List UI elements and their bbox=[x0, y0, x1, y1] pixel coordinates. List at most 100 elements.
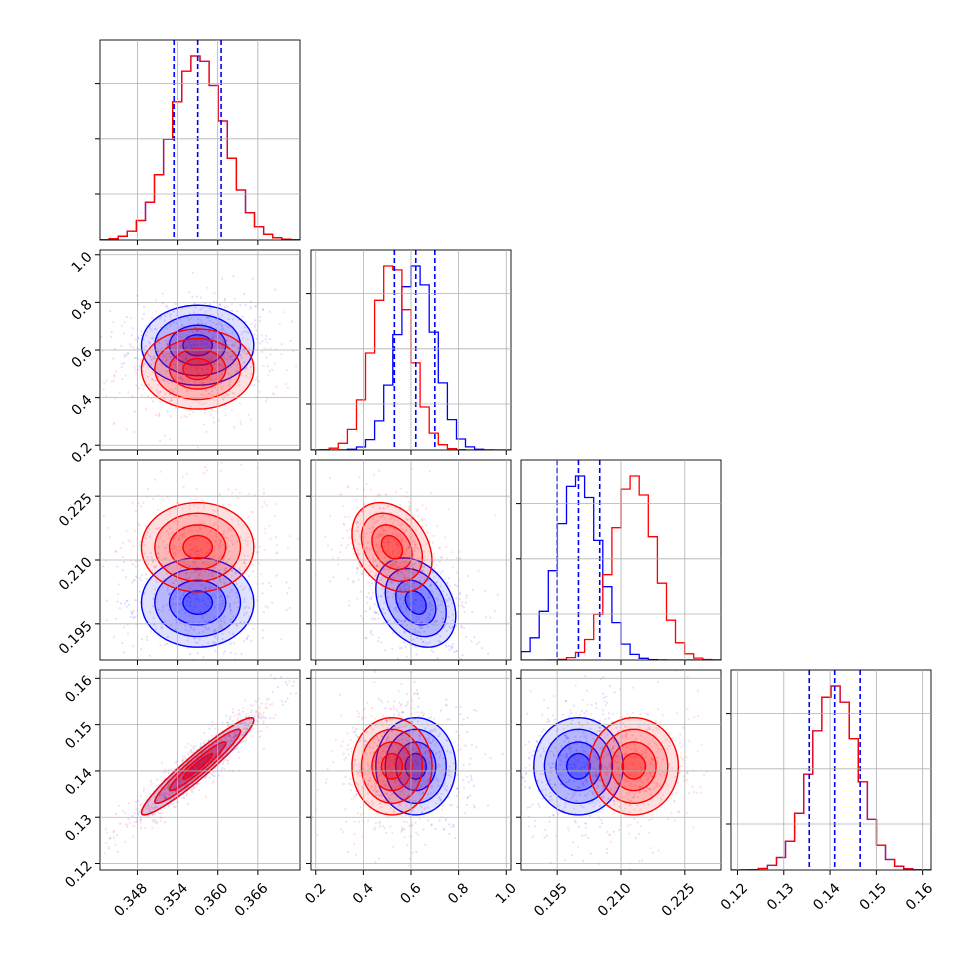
grid-0-2 bbox=[100, 460, 300, 660]
scatter-panel-1-3 bbox=[310, 669, 512, 871]
y-tick-label-3-2: 0.14 bbox=[62, 765, 95, 798]
scatter-panel-1-2 bbox=[310, 459, 512, 661]
contour-red-3 bbox=[380, 752, 404, 780]
contour-red-1 bbox=[598, 728, 669, 805]
density-fill-red-1 bbox=[154, 338, 241, 400]
contour-red-2 bbox=[168, 524, 227, 571]
x-tick-label-1-0: 0.2 bbox=[302, 880, 329, 907]
x-tick-label-3-2: 0.14 bbox=[810, 880, 843, 913]
y-tick-label-1-0: 0.2 bbox=[69, 440, 96, 467]
density-fill-red-0 bbox=[141, 329, 254, 409]
density-fill-red-1 bbox=[154, 729, 241, 804]
density-fill-blue-2 bbox=[169, 580, 226, 625]
contour-blue-0 bbox=[140, 304, 255, 386]
x-tick-label-3-4: 0.16 bbox=[903, 880, 936, 913]
y-tick-label-3-1: 0.13 bbox=[62, 812, 95, 845]
density-fill-blue-2 bbox=[556, 742, 601, 791]
density-fill-red-2 bbox=[611, 742, 657, 791]
contour-red-0 bbox=[140, 501, 255, 593]
contour-blue-2 bbox=[555, 741, 602, 792]
contour-red-2 bbox=[371, 524, 413, 571]
grid-0-3 bbox=[100, 670, 300, 870]
ticks-1-1 bbox=[306, 293, 507, 455]
y-tick-label-2-2: 0.225 bbox=[56, 491, 96, 531]
contour-red-0 bbox=[351, 501, 433, 593]
y-tick-label-1-1: 0.4 bbox=[69, 392, 96, 419]
density-fill-red-1 bbox=[361, 729, 423, 804]
density-fill-blue-3 bbox=[182, 753, 213, 779]
y-tick-label-3-4: 0.16 bbox=[62, 673, 95, 706]
density-fill-red-2 bbox=[169, 349, 226, 389]
density-fill-red-0 bbox=[352, 717, 432, 815]
contour-blue-3 bbox=[404, 590, 427, 616]
density-fill-blue-0 bbox=[533, 717, 624, 815]
x-tick-label-3-0: 0.12 bbox=[718, 880, 751, 913]
contour-blue-2 bbox=[168, 324, 227, 366]
hist-panel-0 bbox=[99, 39, 301, 241]
contour-blue-0 bbox=[375, 557, 457, 648]
contour-blue-3 bbox=[182, 590, 214, 616]
density-fill-blue-3 bbox=[182, 590, 213, 615]
x-tick-label-1-4: 1.0 bbox=[493, 880, 520, 907]
contour-blue-3 bbox=[182, 334, 214, 357]
x-tick-label-2-1: 0.210 bbox=[595, 880, 635, 920]
contour-red-2 bbox=[168, 741, 227, 792]
density-fill-red-1 bbox=[154, 513, 241, 582]
density-fill-blue-1 bbox=[385, 568, 447, 637]
histogram-red-2 bbox=[521, 475, 721, 660]
density-fill-blue-1 bbox=[385, 729, 447, 804]
density-fill-blue-3 bbox=[566, 753, 591, 779]
contour-red-1 bbox=[154, 512, 242, 583]
density-fill-blue-3 bbox=[405, 590, 427, 615]
density-fill-red-1 bbox=[361, 513, 423, 582]
contour-red-3 bbox=[380, 534, 404, 560]
density-fill-red-3 bbox=[381, 753, 403, 779]
density-fill-red-3 bbox=[622, 753, 646, 779]
contour-blue-1 bbox=[154, 567, 242, 638]
density-fill-red-3 bbox=[182, 535, 213, 559]
contour-blue-3 bbox=[565, 752, 591, 780]
grid-2-3 bbox=[521, 670, 721, 870]
x-tick-label-0-3: 0.366 bbox=[232, 880, 272, 920]
density-fill-red-3 bbox=[381, 535, 403, 559]
ticks-1-3 bbox=[306, 677, 507, 875]
x-tick-label-0-1: 0.354 bbox=[152, 880, 192, 920]
contour-red-2 bbox=[610, 741, 657, 792]
density-fill-blue-1 bbox=[154, 314, 241, 376]
histogram-red-3 bbox=[731, 685, 931, 870]
grid-1-3 bbox=[311, 670, 511, 870]
histogram-red-0 bbox=[100, 55, 300, 240]
ticks-2-2 bbox=[516, 503, 686, 665]
ticks-0-0 bbox=[95, 83, 259, 245]
x-tick-label-1-2: 0.6 bbox=[398, 880, 425, 907]
grid-0-1 bbox=[100, 250, 300, 450]
ticks-2-3 bbox=[516, 677, 686, 875]
density-fill-red-2 bbox=[169, 524, 226, 570]
x-tick-label-3-1: 0.13 bbox=[764, 880, 797, 913]
density-fill-blue-0 bbox=[141, 557, 254, 648]
x-tick-label-2-0: 0.195 bbox=[531, 880, 571, 920]
x-tick-label-2-2: 0.225 bbox=[659, 880, 699, 920]
y-tick-label-2-1: 0.210 bbox=[56, 554, 96, 594]
grid-0-0 bbox=[100, 40, 300, 240]
density-fill-red-2 bbox=[372, 742, 412, 791]
x-tick-label-0-0: 0.348 bbox=[111, 880, 151, 920]
density-fill-red-0 bbox=[589, 717, 679, 815]
y-tick-label-3-3: 0.15 bbox=[62, 719, 95, 752]
y-tick-label-1-2: 0.6 bbox=[69, 344, 96, 371]
contour-red-0 bbox=[140, 328, 255, 410]
contour-red-1 bbox=[154, 728, 242, 805]
density-fill-red-3 bbox=[182, 358, 213, 380]
contour-red-2 bbox=[168, 348, 227, 390]
density-fill-blue-1 bbox=[154, 729, 241, 804]
y-tick-label-1-4: 1.0 bbox=[69, 249, 96, 276]
contour-red-3 bbox=[182, 357, 214, 381]
y-tick-label-2-0: 0.195 bbox=[56, 618, 96, 658]
contour-red-1 bbox=[360, 728, 424, 805]
contour-blue-1 bbox=[384, 728, 447, 805]
contour-blue-1 bbox=[154, 314, 242, 377]
scatter-panel-2-3 bbox=[520, 669, 722, 871]
ticks-0-3 bbox=[95, 677, 259, 875]
contour-blue-2 bbox=[395, 741, 437, 792]
